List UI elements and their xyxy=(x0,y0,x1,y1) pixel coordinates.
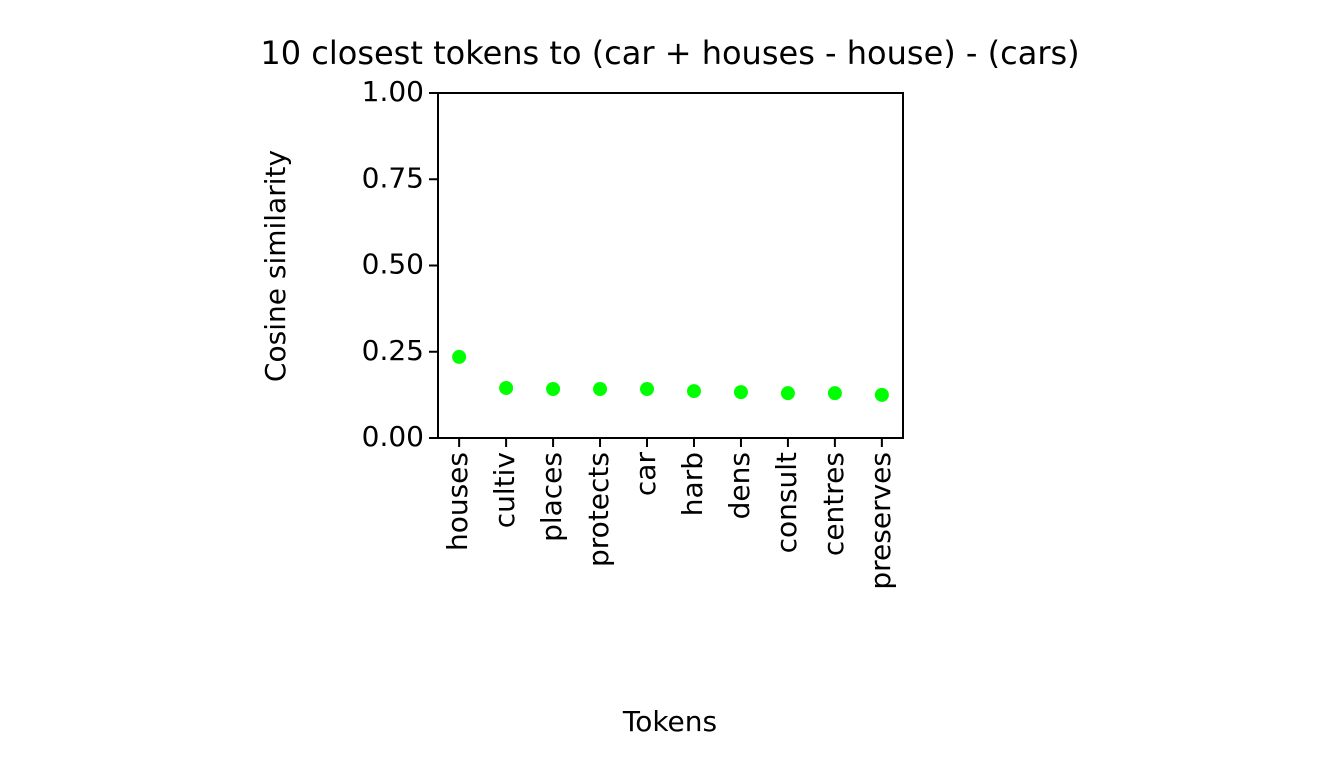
y-tick-label: 0.25 xyxy=(362,334,424,367)
x-tick-label: harb xyxy=(676,452,709,516)
y-tick-label: 0.75 xyxy=(362,161,424,194)
x-tick-label: houses xyxy=(441,452,474,551)
x-axis-label: Tokens xyxy=(622,705,717,738)
y-tick-label: 0.50 xyxy=(362,248,424,281)
x-tick-label: consult xyxy=(770,452,803,553)
x-tick-label: car xyxy=(629,452,662,497)
x-tick-label: protects xyxy=(582,452,615,567)
point xyxy=(452,349,467,364)
y-axis-label: Cosine similarity xyxy=(259,150,292,382)
x-tick-label: places xyxy=(535,452,568,542)
point xyxy=(593,382,608,397)
point xyxy=(827,386,842,401)
point xyxy=(874,387,889,402)
point xyxy=(780,386,795,401)
chart-title: 10 closest tokens to (car + houses - hou… xyxy=(260,34,1079,72)
x-tick-label: centres xyxy=(817,452,850,556)
point xyxy=(499,380,514,395)
point xyxy=(640,382,655,397)
y-tick-label: 1.00 xyxy=(362,75,424,108)
x-tick-label: preserves xyxy=(864,452,897,590)
point xyxy=(686,384,701,399)
point xyxy=(546,382,561,397)
point xyxy=(733,385,748,400)
y-tick-label: 0.00 xyxy=(362,420,424,453)
x-tick-label: cultiv xyxy=(488,452,521,528)
x-tick-label: dens xyxy=(723,452,756,519)
